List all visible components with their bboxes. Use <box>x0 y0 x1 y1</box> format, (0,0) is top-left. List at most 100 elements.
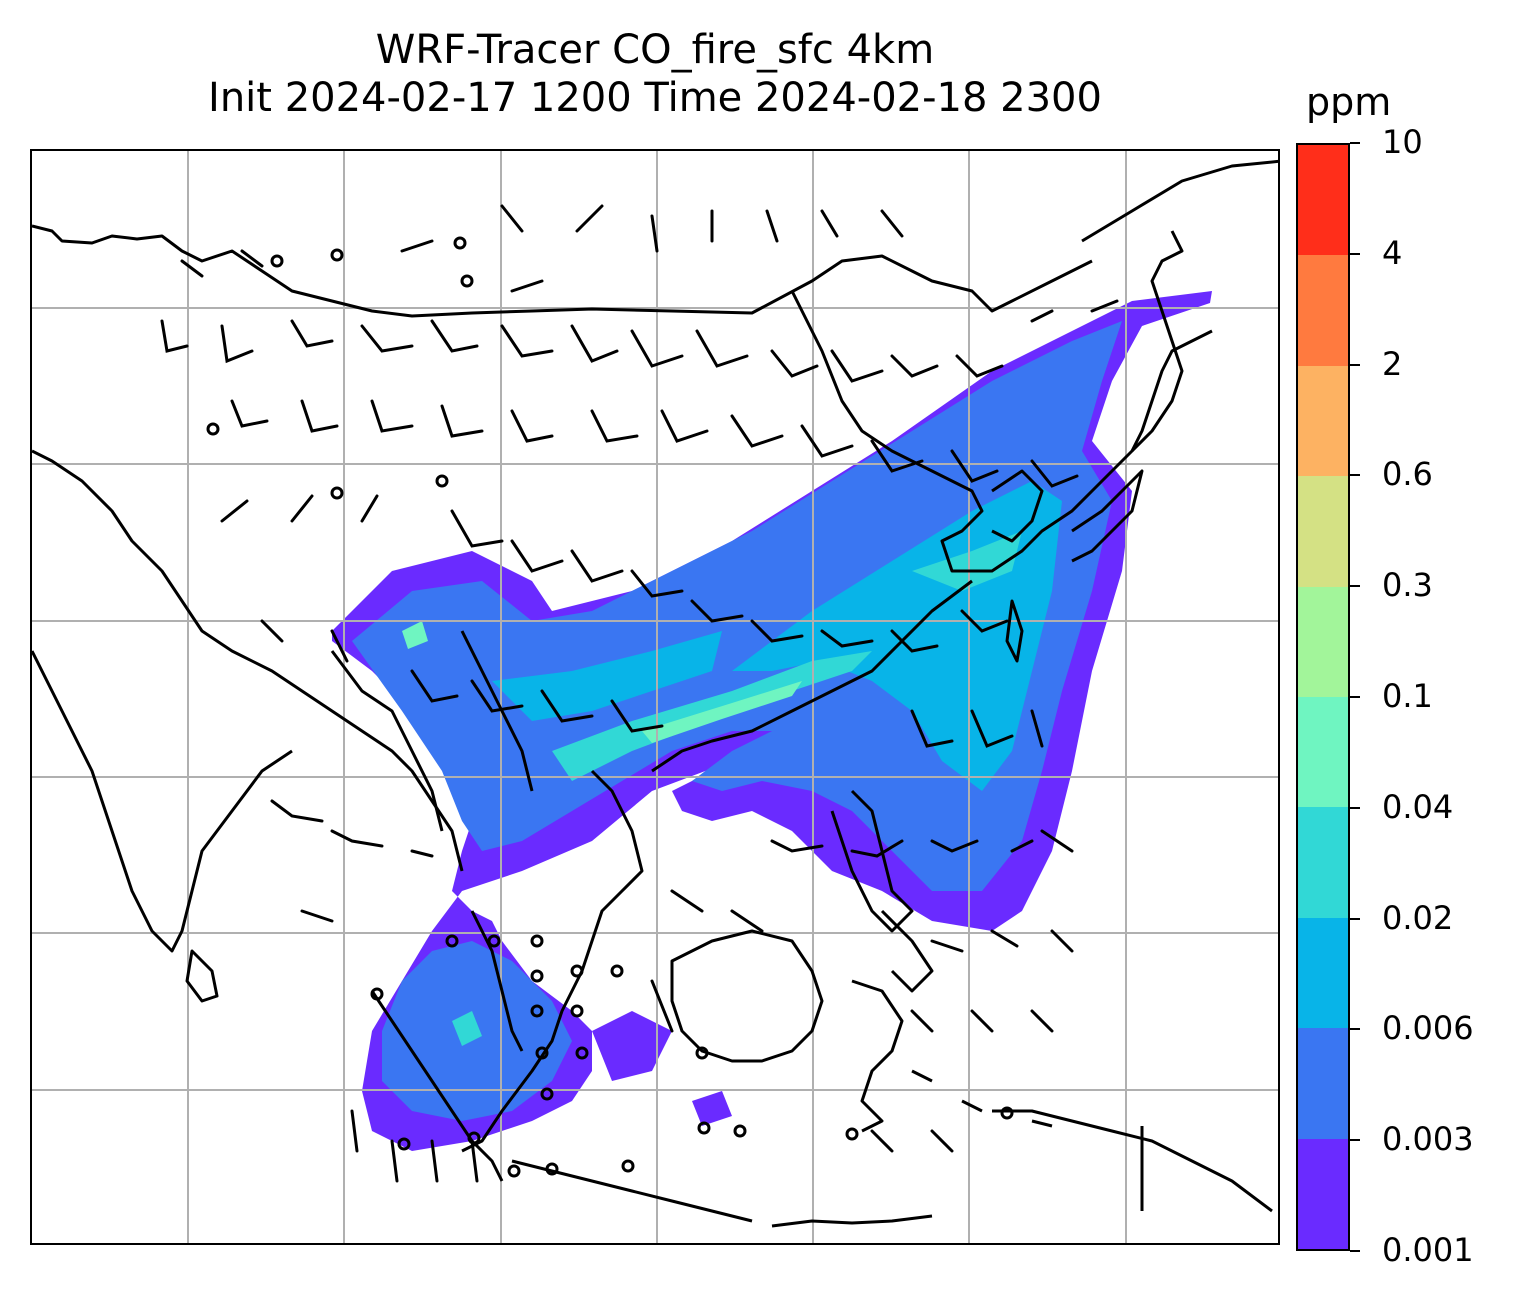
wind-barb <box>500 324 554 358</box>
plume-sea-patch <box>592 1011 672 1081</box>
wind-barb <box>410 669 459 703</box>
wind-barb <box>660 409 709 443</box>
wind-barb <box>350 1109 359 1153</box>
wind-barb <box>510 539 564 573</box>
wind-barb <box>870 439 924 473</box>
wind-barb <box>570 549 624 583</box>
calm-marker <box>453 236 467 250</box>
calm-marker <box>570 1004 584 1018</box>
coast-lesser-sunda <box>771 1214 933 1228</box>
wind-barb <box>960 609 1009 633</box>
wind-barb <box>240 249 264 268</box>
wind-barb <box>180 259 204 278</box>
calm-marker <box>733 1124 747 1138</box>
coast-japan-south <box>1071 469 1144 563</box>
wind-barb <box>410 849 434 858</box>
calm-marker <box>467 1131 481 1145</box>
colorbar-tick-label: 0.1 <box>1382 677 1433 715</box>
calm-marker <box>487 934 501 948</box>
calm-marker <box>530 934 544 948</box>
coast-srilanka <box>185 949 219 1003</box>
wind-barb <box>540 689 594 723</box>
wind-barb <box>890 354 939 378</box>
title-line-1: WRF-Tracer CO_fire_sfc 4km <box>375 27 935 73</box>
wind-barb <box>630 569 684 598</box>
coast-malay <box>470 910 524 1052</box>
wind-barb <box>220 499 249 523</box>
calm-marker <box>507 1164 521 1178</box>
wind-barb <box>290 319 334 348</box>
colorbar-tick <box>1350 806 1360 809</box>
colorbar-tick-label: 10 <box>1382 123 1423 161</box>
coast-japan <box>1130 230 1184 453</box>
colorbar-tick <box>1350 1250 1360 1252</box>
colorbar-segment <box>1298 476 1348 587</box>
wind-barb <box>160 319 189 353</box>
colorbar-tick-label: 0.003 <box>1382 1120 1474 1159</box>
wind-barb <box>820 209 839 238</box>
wind-barb <box>880 209 904 238</box>
colorbar-tick <box>1350 1028 1360 1031</box>
wind-barb <box>510 279 544 293</box>
wind-barb <box>950 449 999 483</box>
colorbar-segment <box>1298 917 1348 1029</box>
colorbar-tick-label: 0.3 <box>1382 566 1433 605</box>
colorbar-segment <box>1298 1138 1348 1249</box>
calm-marker <box>845 1127 859 1141</box>
wind-barb <box>890 629 939 653</box>
coast-sumatra <box>370 990 504 1182</box>
coast-china-east <box>790 290 1213 573</box>
wind-barb <box>730 414 784 448</box>
colorbar-tick <box>1350 474 1360 477</box>
coast-indochina-interior <box>330 630 534 832</box>
wind-barb <box>750 619 804 643</box>
calm-marker <box>460 274 474 288</box>
calm-marker <box>610 964 624 978</box>
colorbar-segment <box>1298 144 1348 256</box>
wind-barb <box>430 319 479 353</box>
wind-barb <box>590 409 639 443</box>
calm-marker <box>545 1162 559 1176</box>
wind-barb <box>330 829 384 848</box>
title-line-2: Init 2024-02-17 1200 Time 2024-02-18 230… <box>208 75 1102 121</box>
wind-barb <box>910 709 954 748</box>
wind-barb <box>910 1009 934 1033</box>
wind-barb <box>390 1139 399 1183</box>
wind-barb <box>1040 829 1074 853</box>
wind-barb <box>650 979 674 1033</box>
coast-indochina <box>461 769 644 1153</box>
wind-barb <box>220 324 254 364</box>
wind-barb <box>360 494 379 523</box>
wind-barb <box>510 409 554 443</box>
coast-korea <box>991 469 1044 543</box>
wind-barb <box>260 619 284 643</box>
coast-borneo <box>670 929 824 1063</box>
coast-india-south <box>32 650 293 953</box>
wind-barb <box>290 494 314 523</box>
wind-barb <box>670 889 704 913</box>
colorbar-tick <box>1350 363 1360 366</box>
wind-barb <box>1030 309 1054 323</box>
wind-barb <box>630 329 684 368</box>
calm-marker <box>397 1137 411 1151</box>
chart-title: WRF-Tracer CO_fire_sfc 4km Init 2024-02-… <box>30 26 1280 122</box>
wind-barb <box>930 939 964 953</box>
colorbar-tick-label: 2 <box>1382 344 1403 383</box>
wind-barb <box>430 1139 439 1183</box>
wind-barb <box>990 929 1019 948</box>
wind-barb <box>360 324 414 353</box>
wind-barb <box>970 709 1014 748</box>
plume-spot-004 <box>402 621 428 649</box>
colorbar-tick-label: 0.001 <box>1382 1231 1474 1269</box>
colorbar-tick-label: 0.6 <box>1382 455 1433 494</box>
colorbar-tick <box>1350 696 1360 698</box>
wind-barb <box>570 324 619 363</box>
plume-spot-002 <box>452 1011 482 1046</box>
colorbar-tick-label: 0.04 <box>1382 787 1454 826</box>
wind-barb <box>370 399 414 433</box>
wind-barb <box>1030 709 1044 748</box>
wind-barb <box>830 349 884 383</box>
colorbar-tick-label: 0.02 <box>1382 898 1454 937</box>
wind-barb <box>575 204 604 233</box>
calm-marker <box>435 474 449 488</box>
